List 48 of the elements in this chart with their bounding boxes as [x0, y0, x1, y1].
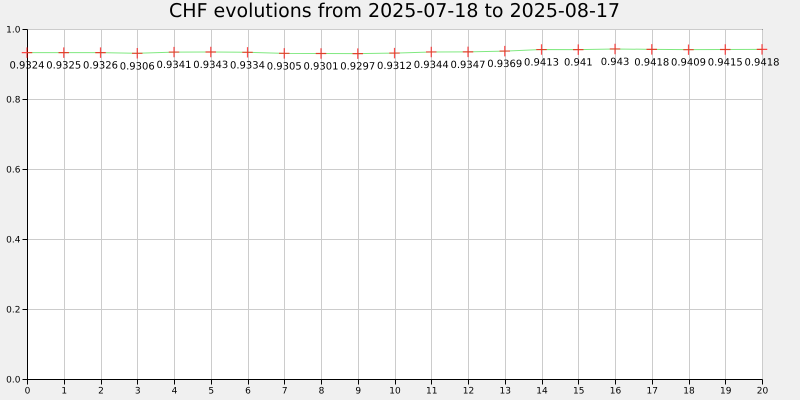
data-label: 0.9418	[634, 57, 670, 68]
data-label: 0.9413	[524, 58, 559, 69]
x-tick-label: 4	[172, 386, 178, 396]
data-label: 0.9341	[156, 60, 192, 72]
data-label: 0.9347	[450, 60, 486, 71]
x-tick-label: 0	[24, 386, 31, 396]
x-tick-label: 17	[646, 386, 658, 396]
data-label: 0.9418	[744, 57, 780, 68]
data-label: 0.9301	[304, 61, 338, 72]
x-tick-label: 9	[355, 386, 362, 396]
x-tick-label: 20	[756, 386, 768, 396]
x-tick-label: 13	[500, 386, 511, 396]
data-label: 0.9415	[708, 57, 743, 68]
y-tick-label: 0.4	[6, 236, 21, 246]
y-tick-label: 0.0	[6, 376, 21, 386]
data-label: 0.943	[600, 56, 630, 68]
y-tick-label: 0.6	[6, 166, 21, 176]
data-label: 0.9369	[487, 59, 522, 70]
x-tick-label: 18	[683, 386, 695, 396]
x-tick-label: 2	[98, 386, 104, 396]
chart-title: CHF evolutions from 2025-07-18 to 2025-08-17	[169, 0, 620, 22]
data-label: 0.9305	[266, 61, 302, 72]
data-label: 0.941	[564, 58, 593, 69]
data-label: 0.9312	[377, 61, 412, 72]
data-label: 0.9297	[340, 62, 376, 73]
data-label: 0.9334	[230, 60, 265, 72]
data-label: 0.9326	[83, 60, 118, 72]
data-label: 0.9343	[193, 60, 228, 71]
x-tick-label: 5	[208, 386, 214, 396]
y-tick-label: 1.0	[6, 26, 21, 36]
data-label: 0.9409	[671, 58, 706, 69]
x-tick-label: 15	[573, 386, 584, 396]
data-label: 0.9344	[414, 60, 449, 71]
x-tick-label: 7	[282, 386, 288, 396]
x-tick-label: 1	[61, 386, 68, 396]
y-tick-label: 0.2	[6, 306, 20, 316]
x-tick-label: 12	[462, 386, 474, 396]
x-tick-label: 3	[134, 386, 141, 396]
x-tick-label: 6	[245, 386, 252, 396]
x-tick-label: 11	[426, 386, 438, 396]
x-tick-label: 8	[318, 386, 325, 396]
x-tick-label: 19	[720, 386, 732, 396]
x-tick-label: 14	[536, 386, 548, 396]
y-tick-label: 0.8	[6, 96, 21, 106]
x-tick-label: 16	[610, 386, 622, 396]
x-tick-label: 10	[389, 386, 401, 396]
data-label: 0.9325	[46, 60, 82, 72]
data-label: 0.9306	[120, 61, 155, 72]
